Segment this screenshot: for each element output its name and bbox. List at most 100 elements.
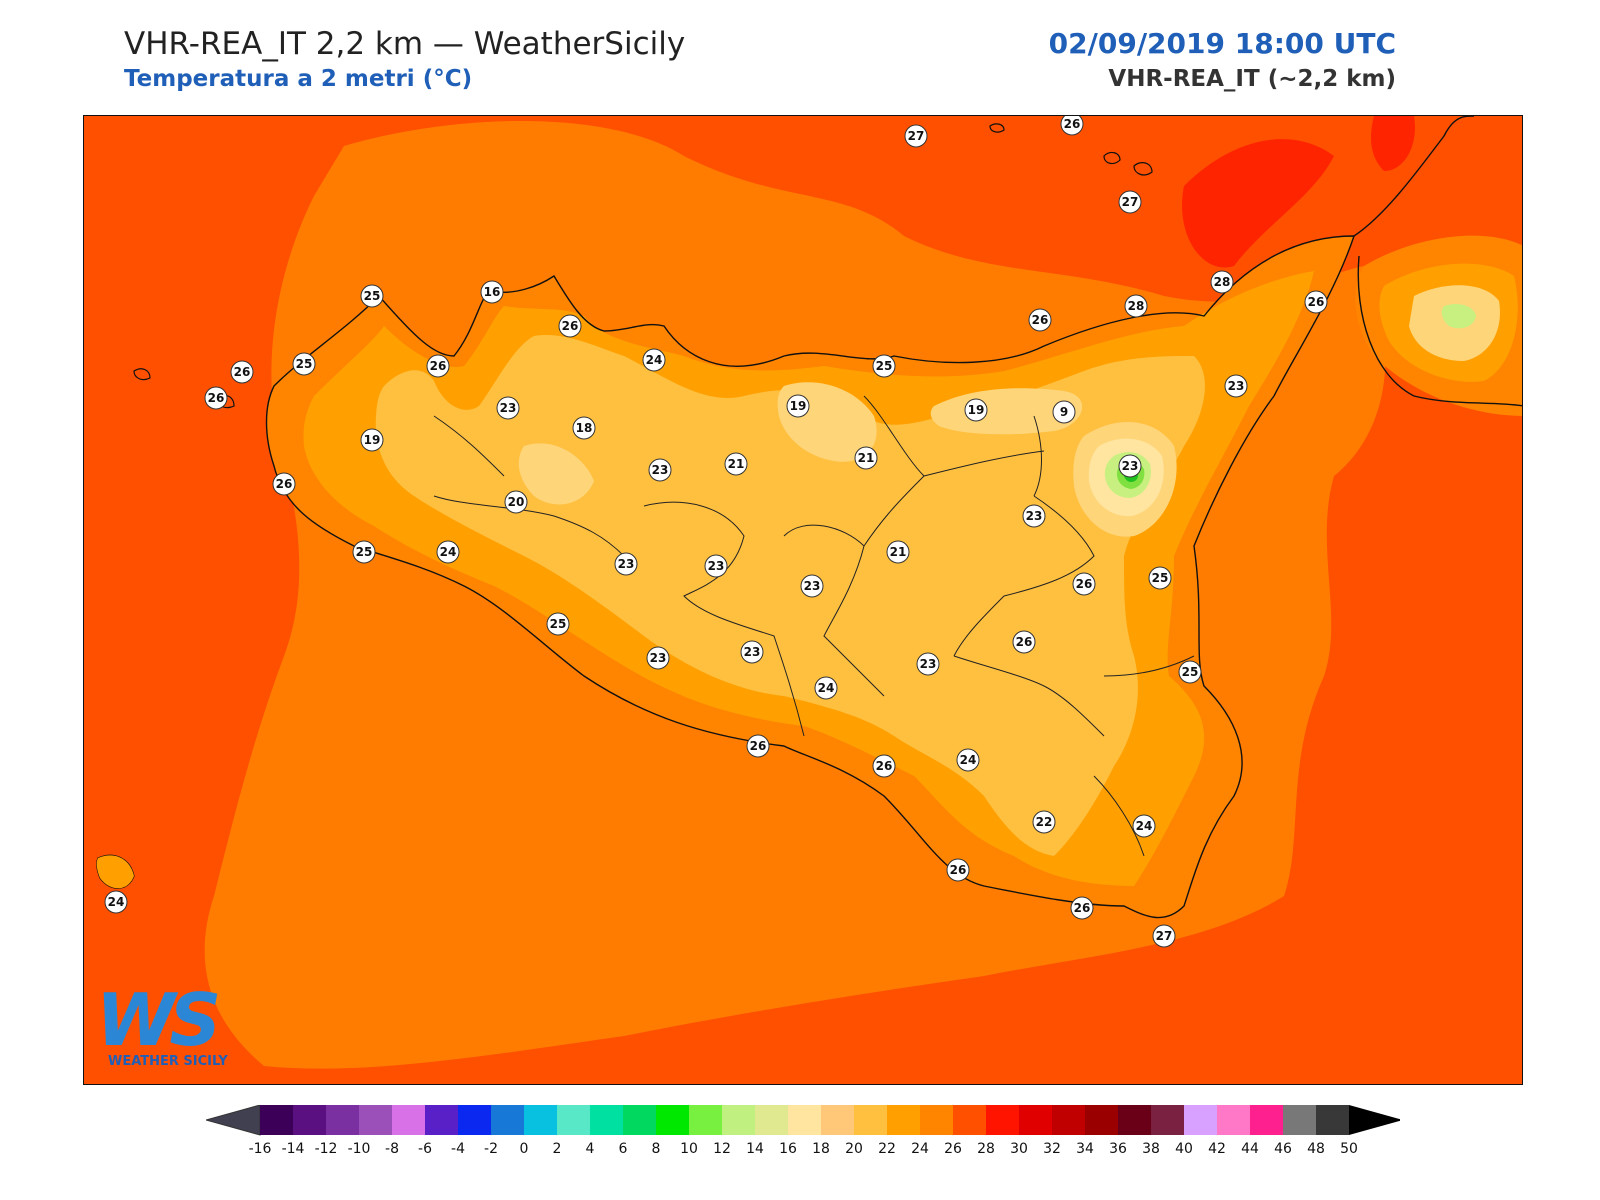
colorbar-tick-label: 50 [1340, 1141, 1358, 1157]
station-marker[interactable]: 23 [916, 652, 940, 676]
station-marker[interactable]: 26 [1060, 116, 1084, 136]
station-marker[interactable]: 26 [272, 472, 296, 496]
station-marker[interactable]: 16 [480, 280, 504, 304]
station-circle [1060, 116, 1084, 136]
colorbar-tick-label: -8 [385, 1141, 399, 1157]
station-marker[interactable]: 21 [886, 540, 910, 564]
temperature-map[interactable]: 27 26 27 28 28 26 26 25 26 23 25 26 26 26 24 25 16 19 9 23 2… [83, 115, 1523, 1085]
station-marker[interactable]: 23 [496, 396, 520, 420]
station-value: 23 [1122, 459, 1139, 473]
station-marker[interactable]: 26 [872, 754, 896, 778]
station-marker[interactable]: 24 [436, 540, 460, 564]
station-marker[interactable]: 26 [426, 354, 450, 378]
colorbar-cell [1151, 1105, 1184, 1135]
station-marker[interactable]: 26 [230, 360, 254, 384]
colorbar-cell [1250, 1105, 1283, 1135]
valid-datetime: 02/09/2019 18:00 UTC [1048, 27, 1396, 60]
station-marker[interactable]: 19 [360, 428, 384, 452]
station-circle [360, 428, 384, 452]
colorbar-tick-label: 36 [1109, 1141, 1127, 1157]
station-marker[interactable]: 25 [360, 284, 384, 308]
station-marker[interactable]: 23 [646, 646, 670, 670]
station-marker[interactable]: 26 [558, 314, 582, 338]
station-marker[interactable]: 26 [1070, 896, 1094, 920]
station-marker[interactable]: 24 [642, 348, 666, 372]
station-marker[interactable]: 23 [648, 458, 672, 482]
colorbar-tick-label: 32 [1043, 1141, 1061, 1157]
station-marker[interactable]: 26 [1028, 308, 1052, 332]
station-marker[interactable]: 24 [1132, 814, 1156, 838]
station-marker[interactable]: 24 [104, 890, 128, 914]
colorbar-cell [326, 1105, 359, 1135]
colorbar-cell [755, 1105, 788, 1135]
station-marker[interactable]: 28 [1124, 294, 1148, 318]
station-marker[interactable]: 23 [1022, 504, 1046, 528]
station-value: 24 [960, 753, 977, 767]
station-value: 23 [1228, 379, 1245, 393]
station-marker[interactable]: 26 [1012, 630, 1036, 654]
station-value: 23 [500, 401, 517, 415]
station-marker[interactable]: 28 [1210, 270, 1234, 294]
logo-letters: WS [96, 980, 221, 1060]
station-marker[interactable]: 23 [614, 552, 638, 576]
station-marker[interactable]: 24 [814, 676, 838, 700]
station-marker[interactable]: 18 [572, 416, 596, 440]
station-value: 24 [440, 545, 457, 559]
station-marker[interactable]: 23 [1224, 374, 1248, 398]
station-marker[interactable]: 26 [1072, 572, 1096, 596]
station-circle [646, 646, 670, 670]
station-marker[interactable]: 19 [964, 398, 988, 422]
station-marker[interactable]: 23 [704, 554, 728, 578]
colorbar-tick-label: 0 [520, 1141, 529, 1157]
colorbar-cell [1184, 1105, 1217, 1135]
station-marker[interactable]: 25 [1148, 566, 1172, 590]
station-value: 9 [1060, 405, 1068, 419]
colorbar-cell [1217, 1105, 1250, 1135]
station-marker[interactable]: 23 [1118, 454, 1142, 478]
station-marker[interactable]: 24 [956, 748, 980, 772]
station-marker[interactable]: 26 [746, 734, 770, 758]
colorbar-tick-label: 12 [713, 1141, 731, 1157]
station-value: 23 [1026, 509, 1043, 523]
colorbar-cell [854, 1105, 887, 1135]
station-marker[interactable]: 21 [854, 446, 878, 470]
colorbar-tick-label: 16 [779, 1141, 797, 1157]
station-marker[interactable]: 23 [800, 574, 824, 598]
station-marker[interactable]: 20 [504, 490, 528, 514]
nebrodi-cool-zone [930, 388, 1083, 435]
station-marker[interactable]: 19 [786, 394, 810, 418]
station-marker[interactable]: 25 [1178, 660, 1202, 684]
station-circle [800, 574, 824, 598]
station-markers-layer: 27 26 27 28 28 26 26 25 26 23 25 26 26 26 24 25 16 19 9 23 2… [104, 116, 1328, 948]
colorbar-cell [722, 1105, 755, 1135]
station-circle [1052, 400, 1076, 424]
station-value: 25 [296, 357, 313, 371]
station-marker[interactable]: 27 [904, 124, 928, 148]
colorbar-tick-label: 40 [1175, 1141, 1193, 1157]
station-marker[interactable]: 25 [546, 612, 570, 636]
station-marker[interactable]: 27 [1152, 924, 1176, 948]
station-value: 23 [652, 463, 669, 477]
colorbar-cell [1118, 1105, 1151, 1135]
weathersicily-logo: WS WEATHER SICILY [96, 980, 256, 1080]
station-value: 26 [430, 359, 447, 373]
station-marker[interactable]: 22 [1032, 810, 1056, 834]
station-marker[interactable]: 26 [946, 858, 970, 882]
station-marker[interactable]: 26 [204, 386, 228, 410]
station-value: 25 [550, 617, 567, 631]
station-value: 26 [876, 759, 893, 773]
station-marker[interactable]: 25 [292, 352, 316, 376]
station-value: 27 [908, 129, 925, 143]
colorbar-cell [590, 1105, 623, 1135]
station-marker[interactable]: 25 [352, 540, 376, 564]
station-circle [292, 352, 316, 376]
station-marker[interactable]: 25 [872, 354, 896, 378]
station-marker[interactable]: 23 [740, 640, 764, 664]
station-circle [1032, 810, 1056, 834]
station-circle [1148, 566, 1172, 590]
station-marker[interactable]: 9 [1052, 400, 1076, 424]
station-marker[interactable]: 27 [1118, 190, 1142, 214]
station-marker[interactable]: 26 [1304, 290, 1328, 314]
station-marker[interactable]: 21 [724, 452, 748, 476]
station-circle [1118, 190, 1142, 214]
